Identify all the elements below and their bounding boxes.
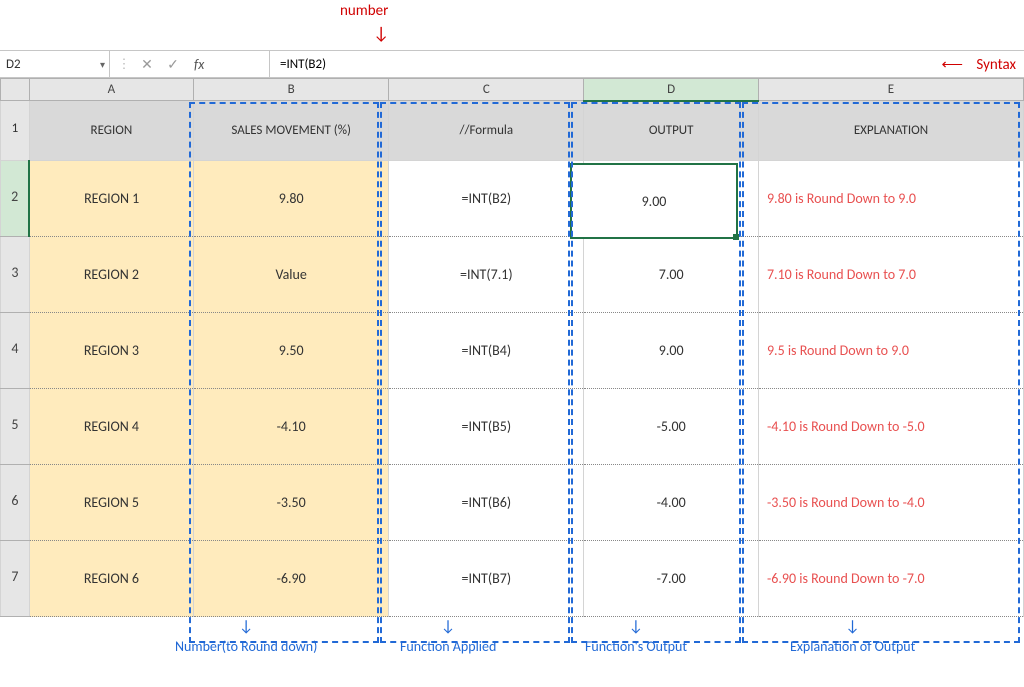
cell-explanation[interactable]: -4.10 is Round Down to -5.0 [758,389,1023,465]
cell-explanation[interactable]: -6.90 is Round Down to -7.0 [758,541,1023,617]
name-box-dropdown-icon[interactable]: ▾ [100,58,105,71]
cell-sales[interactable]: -6.90 [194,541,389,617]
col-header-A[interactable]: A [29,79,193,101]
col-header-D[interactable]: D [584,79,759,101]
col-header-B[interactable]: B [194,79,389,101]
annotation-col-c: ↓ Function Applied [400,617,496,655]
cell-region[interactable]: REGION 3 [29,313,193,389]
cell-formula[interactable]: =INT(B6) [389,465,584,541]
row-header[interactable]: 4 [1,313,30,389]
down-arrow-icon: ↓ [400,617,496,636]
cell-output[interactable]: -4.00 [584,465,759,541]
enter-icon[interactable]: ✓ [160,56,186,73]
annotation-col-e: ↓ Explanation of Output [790,617,915,655]
formula-bar: D2 ▾ ⋮ ✕ ✓ fx =INT(B2) ⟵ Syntax [0,50,1024,78]
fx-icon[interactable]: fx [186,56,204,73]
header-output[interactable]: OUTPUT [584,101,759,161]
col-header-C[interactable]: C [389,79,584,101]
cell-sales[interactable]: -3.50 [194,465,389,541]
annotation-syntax-label: Syntax [976,56,1016,74]
cell-explanation[interactable]: 7.10 is Round Down to 7.0 [758,237,1023,313]
cell-output[interactable]: -5.00 [584,389,759,465]
row-header-1[interactable]: 1 [1,101,30,161]
col-header-E[interactable]: E [758,79,1023,101]
cell-explanation[interactable]: -3.50 is Round Down to -4.0 [758,465,1023,541]
row-header[interactable]: 2 [1,161,30,237]
cell-formula[interactable]: =INT(B5) [389,389,584,465]
cell-formula[interactable]: =INT(B7) [389,541,584,617]
cell-sales[interactable]: Value [194,237,389,313]
select-all-corner[interactable] [1,79,30,101]
cell-region[interactable]: REGION 1 [29,161,193,237]
cell-region[interactable]: REGION 5 [29,465,193,541]
cell-formula[interactable]: =INT(B2) [389,161,584,237]
formula-input[interactable]: =INT(B2) [270,57,1024,72]
cell-reference: D2 [6,57,21,72]
down-arrow-icon: ↓ [175,617,317,636]
annotation-col-b: ↓ Number(to Round down) [175,617,317,655]
cell-sales[interactable]: -4.10 [194,389,389,465]
row-header[interactable]: 5 [1,389,30,465]
annotation-col-d: ↓ Function's Output [585,617,687,655]
cell-sales[interactable]: 9.80 [194,161,389,237]
row-header[interactable]: 6 [1,465,30,541]
annotation-number-label: number [340,2,388,20]
cell-region[interactable]: REGION 2 [29,237,193,313]
row-header[interactable]: 7 [1,541,30,617]
cancel-icon[interactable]: ✕ [134,56,160,73]
name-box[interactable]: D2 ▾ [0,51,110,77]
cell-output[interactable]: 7.00 [584,237,759,313]
cell-formula[interactable]: =INT(B4) [389,313,584,389]
spreadsheet-grid: A B C D E 1 REGION SALES MOVEMENT (%) //… [0,78,1024,617]
cell-region[interactable]: REGION 6 [29,541,193,617]
cell-output[interactable]: 9.00 [584,313,759,389]
formula-bar-buttons: ⋮ ✕ ✓ fx [110,51,270,77]
cell-explanation[interactable]: 9.80 is Round Down to 9.0 [758,161,1023,237]
annotation-syntax: ⟵ Syntax [941,55,1016,74]
down-arrow-icon: ↓ [585,617,687,636]
header-sales[interactable]: SALES MOVEMENT (%) [194,101,389,161]
header-explanation[interactable]: EXPLANATION [758,101,1023,161]
header-region[interactable]: REGION [29,101,193,161]
cell-formula[interactable]: =INT(7.1) [389,237,584,313]
divider: ⋮ [114,57,134,72]
cell-output[interactable]: -7.00 [584,541,759,617]
down-arrow-icon: ↓ [790,617,915,636]
cell-explanation[interactable]: 9.5 is Round Down to 9.0 [758,313,1023,389]
annotation-left-arrow-icon: ⟵ [941,56,963,74]
row-header[interactable]: 3 [1,237,30,313]
bottom-annotations: ↓ Number(to Round down) ↓ Function Appli… [0,617,1024,677]
cell-region[interactable]: REGION 4 [29,389,193,465]
header-formula[interactable]: //Formula [389,101,584,161]
cell-output[interactable]: 9.00 [584,161,759,237]
cell-sales[interactable]: 9.50 [194,313,389,389]
annotation-down-arrow-icon: ↓ [373,22,389,44]
